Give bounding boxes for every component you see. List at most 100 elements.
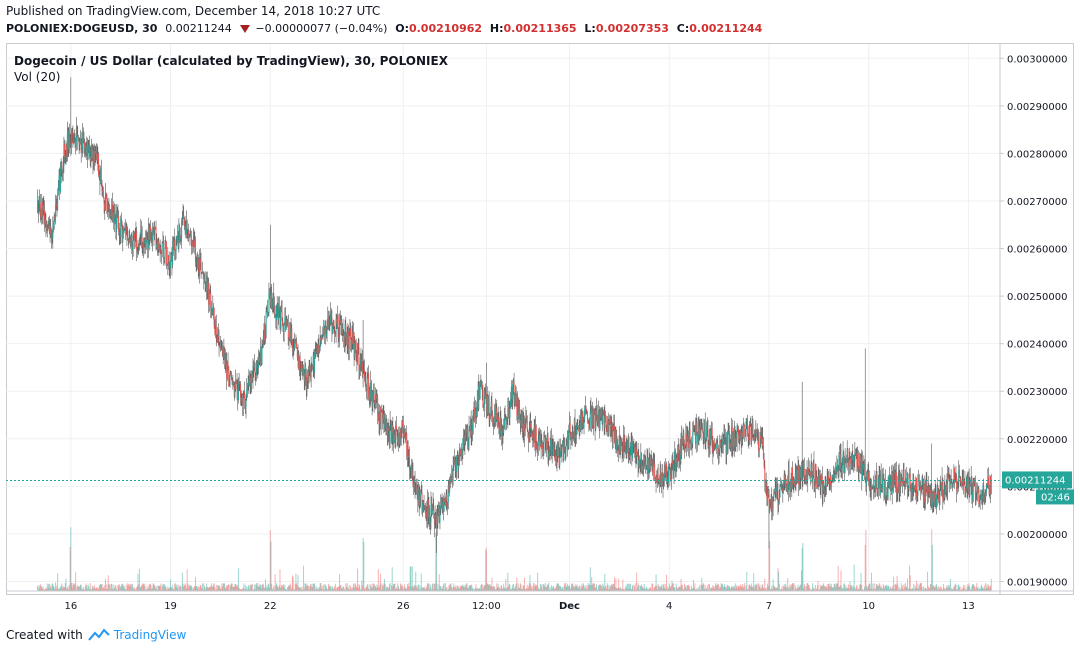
candle-body — [140, 230, 142, 235]
candle-body — [220, 347, 222, 350]
volume-bar — [226, 585, 228, 591]
candle-body — [340, 321, 342, 324]
y-tick-label: 0.00300000 — [1007, 54, 1067, 65]
volume-bar — [320, 583, 322, 591]
volume-bar — [695, 589, 697, 591]
candle-body — [87, 150, 89, 159]
volume-bar — [41, 588, 43, 591]
candle-body — [728, 431, 730, 434]
candle-body — [396, 430, 398, 437]
candle-body — [722, 439, 724, 445]
volume-bar — [258, 586, 260, 591]
volume-bar — [44, 589, 46, 591]
volume-bar — [978, 588, 980, 591]
volume-bar — [59, 586, 61, 591]
candle-body — [687, 436, 689, 440]
candle-body — [955, 476, 957, 480]
candle-body — [976, 492, 978, 493]
volume-bar — [748, 584, 750, 591]
volume-bar — [550, 585, 552, 591]
volume-bar — [949, 585, 951, 591]
volume-bar — [99, 585, 101, 591]
candle-body — [102, 191, 104, 198]
candle-body — [334, 332, 336, 334]
volume-bar — [770, 588, 772, 591]
candle-body — [811, 463, 813, 481]
volume-bar — [255, 584, 257, 591]
volume-bar — [704, 589, 706, 591]
candle-body — [627, 442, 629, 452]
volume-bar — [183, 586, 185, 591]
volume-bar — [386, 586, 388, 591]
volume-bar — [406, 589, 408, 591]
volume-bar — [816, 585, 818, 591]
candle-body — [63, 143, 65, 167]
candle-body — [368, 394, 370, 399]
candle-body — [646, 458, 648, 470]
volume-bar — [147, 587, 149, 591]
candle-body — [920, 490, 922, 492]
candle-body — [672, 460, 674, 465]
symbol-label[interactable]: POLONIEX:DOGEUSD, 30 — [6, 22, 158, 35]
volume-bar — [698, 589, 700, 591]
candle-body — [695, 427, 697, 445]
volume-bar — [891, 587, 893, 591]
candle-body — [456, 456, 458, 457]
volume-bar — [571, 584, 573, 591]
candle-body — [512, 381, 514, 384]
volume-bar — [777, 568, 779, 591]
volume-bar — [557, 583, 559, 591]
candle-body — [474, 406, 476, 423]
candle-body — [430, 502, 432, 522]
candle-body — [575, 423, 577, 435]
candle-body — [127, 240, 129, 242]
volume-bar — [956, 589, 958, 591]
volume-bar — [395, 587, 397, 591]
candle-body — [314, 351, 316, 353]
candle-body — [422, 502, 424, 513]
volume-bar — [918, 585, 920, 591]
volume-bar — [378, 587, 380, 591]
candle-body — [653, 461, 655, 465]
candle-body — [870, 487, 872, 490]
candle-body — [170, 254, 172, 260]
volume-bar — [223, 583, 225, 591]
volume-bar — [957, 584, 959, 591]
candle-body — [679, 439, 681, 462]
volume-bar — [479, 588, 481, 591]
volume-bar — [773, 585, 775, 591]
tradingview-brand[interactable]: TradingView — [113, 628, 187, 642]
candle-body — [258, 357, 260, 368]
volume-bar — [533, 587, 535, 591]
candle-body — [439, 508, 441, 522]
volume-bar — [871, 589, 873, 591]
candle-body — [291, 328, 293, 341]
candle-body — [906, 473, 908, 483]
volume-bar — [129, 583, 131, 591]
volume-bar — [824, 585, 826, 591]
volume-bar — [769, 541, 771, 591]
candle-body — [921, 479, 923, 491]
volume-bar — [296, 585, 298, 591]
candle-body — [821, 476, 823, 481]
volume-bar — [920, 583, 922, 591]
volume-bar — [652, 589, 654, 591]
volume-bar — [239, 588, 241, 591]
volume-bar — [659, 587, 661, 591]
volume-bar — [118, 585, 120, 591]
candle-body — [643, 461, 645, 466]
candle-body — [981, 496, 983, 499]
candle-body — [536, 448, 538, 450]
volume-bar — [145, 589, 147, 591]
candle-body — [271, 291, 273, 309]
volume-bar — [818, 589, 820, 591]
candle-body — [290, 328, 292, 337]
volume-bar — [450, 583, 452, 591]
volume-bar — [897, 583, 899, 591]
volume-bar — [815, 588, 817, 591]
volume-bar — [287, 586, 289, 591]
volume-bar — [644, 589, 646, 591]
candle-body — [597, 416, 599, 424]
candle-body — [629, 446, 631, 456]
